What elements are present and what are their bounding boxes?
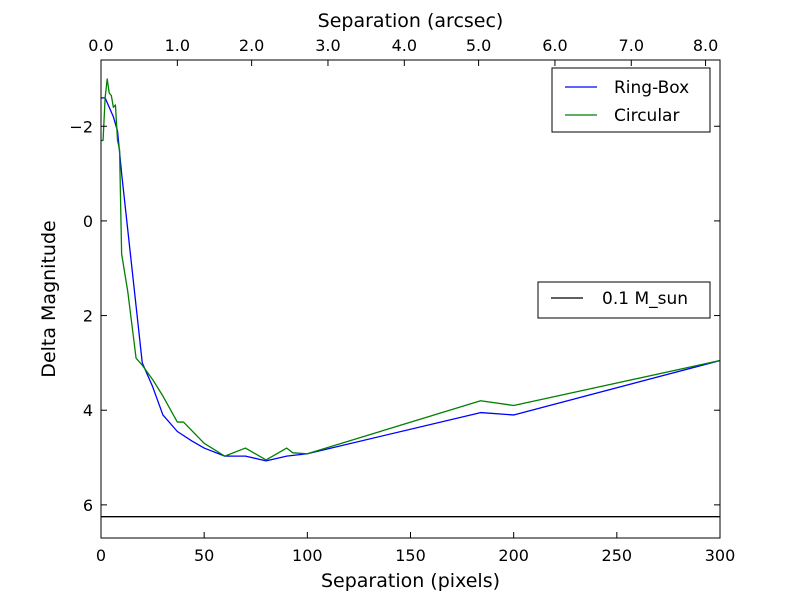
top-tick-label: 7.0: [619, 36, 644, 55]
x-tick-label: 0: [96, 546, 106, 565]
y-axis-title: Delta Magnitude: [38, 220, 60, 377]
top-tick-label: 4.0: [392, 36, 417, 55]
y-tick-label: 0: [83, 212, 93, 231]
top-tick-label: 6.0: [542, 36, 567, 55]
top-tick-label: 5.0: [466, 36, 491, 55]
y-tick-label: −2: [69, 117, 93, 136]
series-line-circular: [101, 78, 720, 461]
legend-label-0-1-m-sun: 0.1 M_sun: [602, 289, 688, 309]
y-tick-label: 2: [83, 307, 93, 326]
top-tick-label: 3.0: [315, 36, 340, 55]
series-legend: Ring-Box Circular: [551, 67, 711, 133]
top-tick-label: 0.0: [88, 36, 113, 55]
x-tick-label: 250: [602, 546, 633, 565]
reference-legend: 0.1 M_sun: [537, 281, 711, 319]
top-tick-label: 1.0: [165, 36, 190, 55]
legend-label-circular: Circular: [614, 106, 679, 126]
x-tick-label: 50: [194, 546, 214, 565]
plot-area: [101, 78, 720, 518]
reference-legend-box: [537, 281, 711, 319]
y-tick-label: 4: [83, 401, 93, 420]
ticks: 0 50 100 150 200 250 300 −2 0 2 4 6 0.0 1.0 2.0 3.0 4.0 5…: [69, 36, 735, 565]
top-axis-title: Separation (arcsec): [318, 10, 504, 32]
x-axis-title: Separation (pixels): [321, 570, 500, 592]
series-line-ring-box: [101, 97, 720, 462]
y-tick-label: 6: [83, 496, 93, 515]
x-tick-label: 300: [705, 546, 736, 565]
series-legend-box: [551, 67, 711, 133]
top-tick-label: 8.0: [693, 36, 718, 55]
x-tick-label: 150: [395, 546, 426, 565]
plot-layer: [101, 78, 720, 518]
top-tick-label: 2.0: [239, 36, 264, 55]
x-tick-label: 100: [292, 546, 323, 565]
legend-label-ring-box: Ring-Box: [614, 78, 689, 98]
x-tick-label: 200: [498, 546, 529, 565]
